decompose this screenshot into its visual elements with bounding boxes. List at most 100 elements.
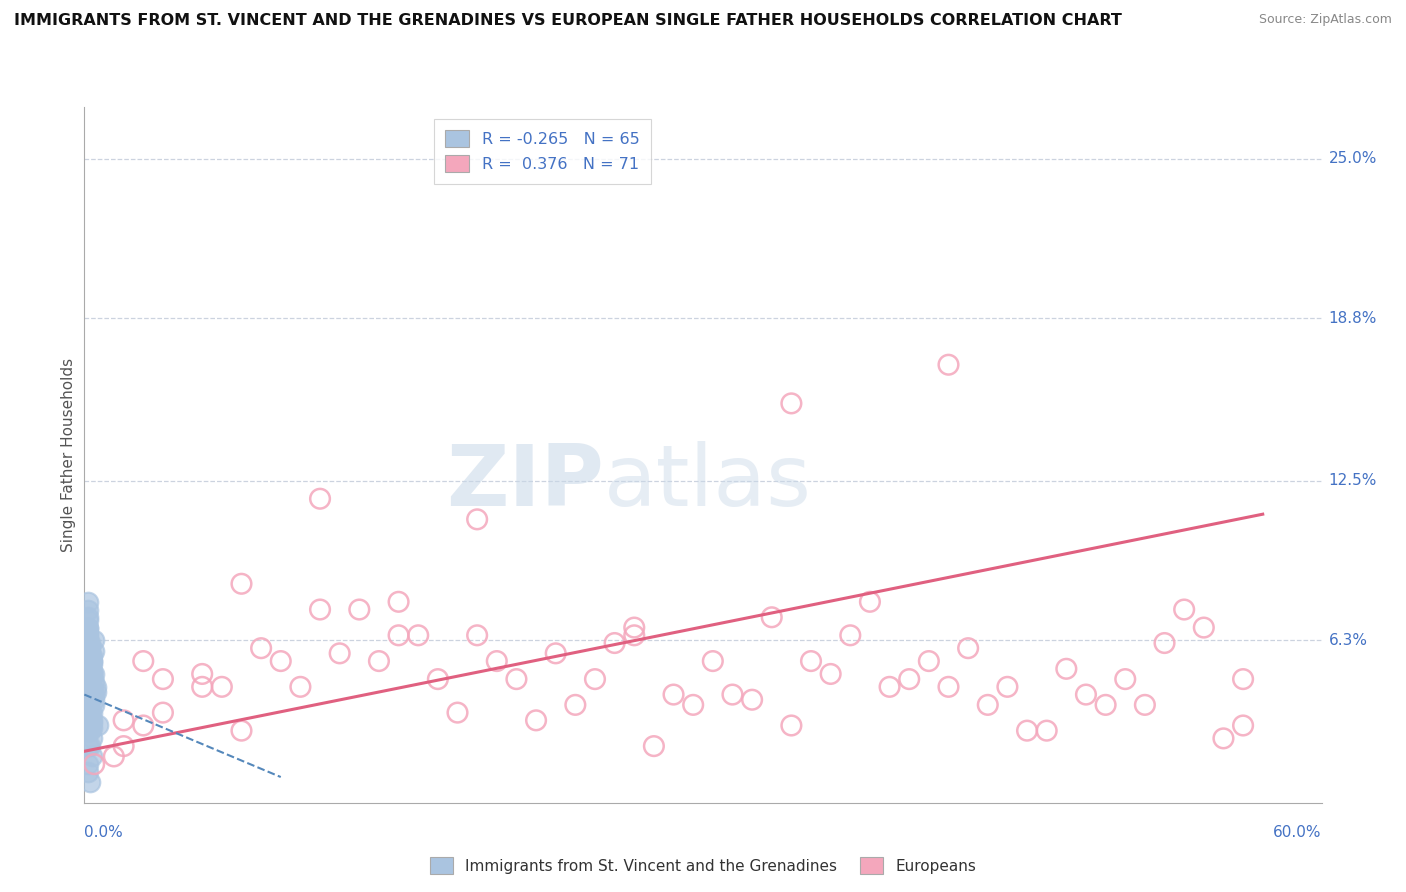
- Point: [79, 672, 101, 686]
- Text: 18.8%: 18.8%: [1329, 310, 1376, 326]
- Point: [79, 739, 101, 753]
- Point: [77, 621, 100, 635]
- Point: [77, 613, 100, 627]
- Point: [79, 665, 101, 679]
- Point: [79, 648, 101, 663]
- Point: [623, 628, 645, 642]
- Point: [77, 708, 100, 723]
- Point: [79, 636, 101, 650]
- Point: [79, 682, 101, 697]
- Point: [112, 739, 135, 753]
- Point: [583, 672, 606, 686]
- Point: [839, 628, 862, 642]
- Point: [82, 731, 104, 746]
- Point: [103, 749, 125, 764]
- Point: [1232, 718, 1254, 732]
- Point: [938, 680, 960, 694]
- Point: [1173, 602, 1195, 616]
- Point: [79, 775, 101, 789]
- Point: [368, 654, 391, 668]
- Point: [1035, 723, 1057, 738]
- Point: [82, 749, 104, 764]
- Text: IMMIGRANTS FROM ST. VINCENT AND THE GRENADINES VS EUROPEAN SINGLE FATHER HOUSEHO: IMMIGRANTS FROM ST. VINCENT AND THE GREN…: [14, 13, 1122, 29]
- Point: [465, 512, 488, 526]
- Point: [1133, 698, 1156, 712]
- Text: 60.0%: 60.0%: [1274, 825, 1322, 840]
- Point: [1094, 698, 1116, 712]
- Point: [1192, 621, 1215, 635]
- Point: [77, 625, 100, 640]
- Point: [820, 667, 842, 681]
- Point: [112, 714, 135, 728]
- Point: [77, 739, 100, 753]
- Point: [79, 639, 101, 653]
- Y-axis label: Single Father Households: Single Father Households: [60, 358, 76, 552]
- Point: [761, 610, 783, 624]
- Point: [662, 688, 685, 702]
- Point: [82, 667, 104, 681]
- Point: [77, 631, 100, 645]
- Point: [329, 646, 352, 660]
- Point: [132, 718, 155, 732]
- Point: [879, 680, 901, 694]
- Point: [800, 654, 823, 668]
- Point: [79, 659, 101, 673]
- Point: [918, 654, 941, 668]
- Point: [702, 654, 724, 668]
- Point: [938, 358, 960, 372]
- Point: [780, 396, 803, 410]
- Point: [87, 718, 110, 732]
- Point: [191, 667, 214, 681]
- Point: [682, 698, 704, 712]
- Point: [1015, 723, 1038, 738]
- Point: [83, 667, 105, 681]
- Point: [721, 688, 744, 702]
- Point: [1212, 731, 1234, 746]
- Point: [79, 677, 101, 691]
- Point: [79, 646, 101, 660]
- Point: [387, 595, 409, 609]
- Point: [77, 602, 100, 616]
- Point: [1153, 636, 1175, 650]
- Point: [79, 662, 101, 676]
- Point: [231, 576, 253, 591]
- Point: [82, 682, 104, 697]
- Point: [77, 723, 100, 738]
- Point: [82, 715, 104, 730]
- Point: [1232, 672, 1254, 686]
- Point: [82, 665, 104, 679]
- Point: [79, 641, 101, 656]
- Point: [82, 657, 104, 671]
- Point: [426, 672, 449, 686]
- Point: [957, 641, 980, 656]
- Point: [446, 706, 468, 720]
- Point: [77, 757, 100, 772]
- Point: [485, 654, 508, 668]
- Point: [780, 718, 803, 732]
- Point: [82, 721, 104, 735]
- Point: [1074, 688, 1097, 702]
- Legend: R = -0.265   N = 65, R =  0.376   N = 71: R = -0.265 N = 65, R = 0.376 N = 71: [433, 119, 651, 184]
- Point: [82, 654, 104, 668]
- Point: [77, 714, 100, 728]
- Point: [84, 680, 107, 694]
- Point: [83, 688, 105, 702]
- Point: [132, 654, 155, 668]
- Point: [152, 706, 174, 720]
- Point: [82, 680, 104, 694]
- Point: [290, 680, 312, 694]
- Point: [84, 685, 107, 699]
- Point: [270, 654, 292, 668]
- Point: [77, 688, 100, 702]
- Legend: Immigrants from St. Vincent and the Grenadines, Europeans: Immigrants from St. Vincent and the Gren…: [423, 851, 983, 880]
- Point: [1054, 662, 1077, 676]
- Point: [77, 595, 100, 609]
- Point: [741, 692, 763, 706]
- Point: [997, 680, 1019, 694]
- Point: [406, 628, 429, 642]
- Point: [82, 714, 104, 728]
- Point: [505, 672, 527, 686]
- Point: [79, 723, 101, 738]
- Point: [77, 621, 100, 635]
- Point: [79, 711, 101, 725]
